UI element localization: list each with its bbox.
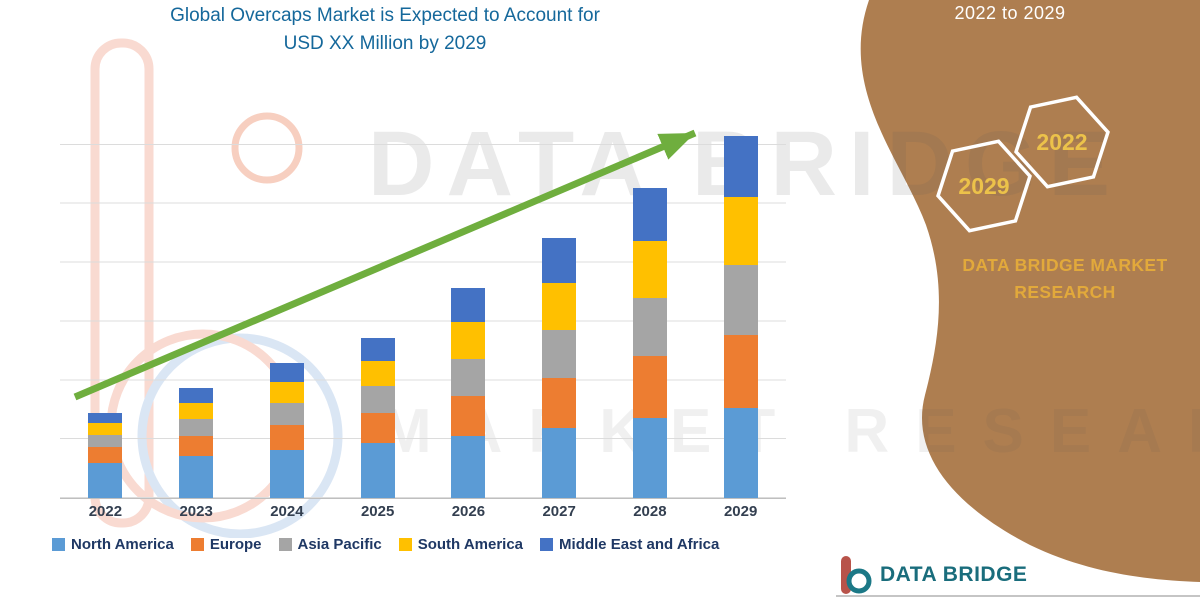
bar-segment-2028-south-america [632, 241, 667, 298]
chart-title: Global Overcaps Market is Expected to Ac… [40, 2, 730, 58]
bar-segment-2025-middle-east-and-africa [360, 338, 395, 361]
bar-segment-2027-asia-pacific [542, 330, 577, 378]
legend-swatch-europe [190, 538, 204, 551]
bar-segment-2026-south-america [451, 322, 486, 359]
legend-label: South America [417, 536, 524, 553]
forecast-range-text: 2022 to 2029 [954, 3, 1066, 23]
legend-label: Asia Pacific [297, 536, 382, 553]
footer-logo-b-icon [841, 556, 872, 594]
bar-2028 [632, 188, 667, 498]
legend-label: Europe [209, 536, 262, 553]
plot-area [60, 86, 786, 499]
x-axis-label-2024: 2024 [270, 503, 304, 520]
bar-segment-2028-north-america [632, 418, 667, 498]
bar-segment-2023-asia-pacific [179, 419, 214, 436]
bar-segment-2025-north-america [360, 443, 395, 498]
bar-segment-2024-middle-east-and-africa [269, 363, 304, 382]
legend-item-south-america: South America [398, 536, 524, 553]
bar-segment-2026-asia-pacific [451, 359, 486, 396]
x-axis-label-2022: 2022 [88, 503, 123, 520]
bar-segment-2022-asia-pacific [88, 435, 123, 447]
x-axis-label-2027: 2027 [542, 503, 576, 520]
bar-2027 [542, 238, 577, 498]
legend-item-middle-east-and-africa: Middle East and Africa [540, 536, 719, 553]
side-panel-brand-line2: RESEARCH [1014, 282, 1116, 302]
bar-2025 [360, 338, 395, 498]
bar-segment-2027-south-america [542, 283, 577, 330]
chart-title-line1: Global Overcaps Market is Expected to Ac… [170, 5, 600, 26]
legend-swatch-asia-pacific [278, 538, 292, 551]
legend-item-asia-pacific: Asia Pacific [278, 536, 382, 553]
bar-segment-2025-south-america [360, 361, 395, 386]
legend-item-europe: Europe [190, 536, 262, 553]
bar-2026 [451, 288, 486, 498]
legend-swatch-south-america [398, 538, 412, 551]
hexagon-2029-label: 2029 [958, 173, 1009, 199]
bar-segment-2023-middle-east-and-africa [179, 388, 214, 403]
x-axis-label-2025: 2025 [360, 503, 395, 520]
bar-segment-2028-asia-pacific [632, 298, 667, 356]
legend-label: Middle East and Africa [559, 536, 720, 553]
side-panel-path [860, 0, 1200, 582]
bar-2022 [88, 413, 123, 498]
bar-segment-2025-asia-pacific [360, 386, 395, 413]
x-axis-labels: 2022 2023 2024 2025 2026 2027 2028 2029 [60, 503, 786, 520]
legend-swatch-middle-east-and-africa [540, 538, 554, 551]
legend-swatch-north-america [52, 538, 65, 551]
bar-segment-2022-south-america [88, 423, 123, 435]
bars-container [60, 86, 786, 498]
chart-title-line2: USD XX Million by 2029 [283, 33, 487, 54]
hexagon-2022 [1014, 95, 1110, 189]
bar-segment-2027-middle-east-and-africa [542, 238, 577, 283]
bar-segment-2029-europe [723, 335, 758, 408]
bar-2024 [269, 363, 304, 498]
bar-segment-2027-europe [542, 378, 577, 428]
bar-segment-2029-asia-pacific [723, 265, 758, 335]
bar-segment-2024-asia-pacific [269, 403, 304, 425]
x-axis-label-2029: 2029 [723, 503, 758, 520]
bar-segment-2028-middle-east-and-africa [632, 188, 667, 241]
trend-arrow [73, 129, 697, 401]
side-panel-brand: DATA BRIDGE MARKET RESEARCH [930, 252, 1200, 306]
bar-segment-2025-europe [360, 413, 395, 443]
bar-segment-2024-europe [269, 425, 304, 450]
bar-segment-2024-north-america [269, 450, 304, 498]
bar-segment-2026-europe [451, 396, 486, 436]
bar-segment-2028-europe [632, 356, 667, 418]
x-axis-label-2026: 2026 [451, 503, 486, 520]
hexagon-2029 [936, 139, 1032, 233]
legend-label: North America [71, 536, 174, 553]
bar-segment-2022-middle-east-and-africa [88, 413, 123, 423]
chart-legend: North America Europe Asia Pacific South Ame… [52, 536, 719, 553]
bar-segment-2022-europe [88, 447, 123, 463]
hexagon-2022-label: 2022 [1036, 129, 1087, 155]
bar-segment-2027-north-america [542, 428, 577, 498]
bar-segment-2024-south-america [269, 382, 304, 403]
bar-segment-2023-north-america [179, 456, 214, 498]
bar-segment-2029-north-america [723, 408, 758, 498]
bar-segment-2029-south-america [723, 197, 758, 265]
bar-segment-2023-south-america [179, 403, 214, 419]
legend-item-north-america: North America [52, 536, 174, 553]
bar-segment-2026-middle-east-and-africa [451, 288, 486, 322]
bar-2023 [179, 388, 214, 498]
side-panel-brand-line1: DATA BRIDGE MARKET [962, 255, 1168, 275]
bar-2029 [723, 136, 758, 498]
bar-segment-2022-north-america [88, 463, 123, 498]
footer-brand-text: DATA BRIDGE [880, 563, 1028, 586]
bar-segment-2029-middle-east-and-africa [723, 136, 758, 197]
footer-divider-line [836, 595, 1200, 597]
bar-segment-2023-europe [179, 436, 214, 456]
footer-logo: DATA BRIDGE [838, 556, 1027, 594]
x-axis-label-2028: 2028 [633, 503, 667, 520]
x-axis-label-2023: 2023 [179, 503, 213, 520]
bar-segment-2026-north-america [451, 436, 486, 498]
